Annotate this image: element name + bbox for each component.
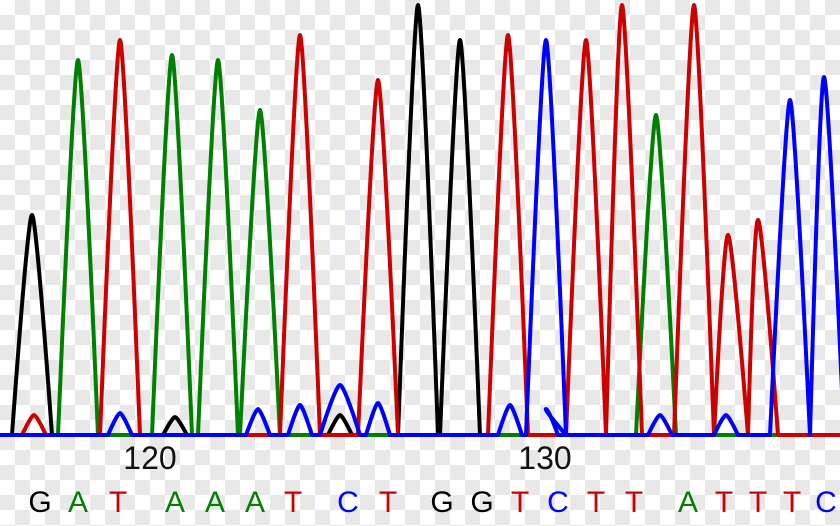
base-letter: G [470,486,493,520]
base-letter: T [109,486,127,520]
trace-line [0,5,840,435]
base-letter: C [547,486,569,520]
base-letter: A [68,486,88,520]
chromatogram-plot [0,0,840,440]
base-letter: G [430,486,453,520]
base-letter: T [284,486,302,520]
position-axis: 120 130 [0,440,840,480]
base-letter: T [749,486,767,520]
base-letter: T [715,486,733,520]
base-letter: A [245,486,265,520]
base-letter: A [205,486,225,520]
base-letter: C [815,486,837,520]
base-letter: T [511,486,529,520]
trace-line [0,5,840,435]
position-label: 120 [123,440,176,477]
base-letter: T [625,486,643,520]
position-label: 130 [518,440,571,477]
base-letter: T [587,486,605,520]
base-letter: T [379,486,397,520]
base-letter: A [165,486,185,520]
base-letter: T [783,486,801,520]
base-letter: G [28,486,51,520]
base-sequence: GATAAATCTGGTCTTATTTCC [0,486,840,526]
base-letter: A [678,486,698,520]
base-letter: C [337,486,359,520]
chromatogram-container: 120130 GATAAATCTGGTCTTATTTCC [0,0,840,526]
